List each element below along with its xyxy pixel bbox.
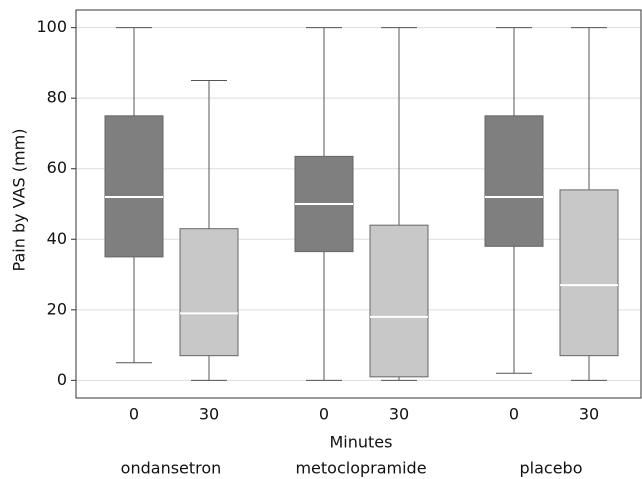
x-tick-label: 0 [319, 405, 329, 424]
box [179, 228, 239, 357]
y-tick-label: 0 [57, 370, 67, 389]
x-tick-label: 0 [509, 405, 519, 424]
group-label: ondansetron [121, 459, 222, 478]
x-tick-label: 0 [129, 405, 139, 424]
y-tick-label: 20 [47, 299, 67, 318]
group-label: placebo [520, 459, 583, 478]
y-tick-label: 100 [36, 17, 67, 36]
x-axis-label: Minutes [330, 433, 393, 452]
x-tick-label: 30 [389, 405, 409, 424]
y-axis-label: Pain by VAS (mm) [10, 129, 29, 272]
y-tick-label: 60 [47, 158, 67, 177]
x-tick-label: 30 [579, 405, 599, 424]
box [369, 224, 429, 378]
x-tick-label: 30 [199, 405, 219, 424]
box [484, 115, 544, 247]
box [559, 189, 619, 357]
box [104, 115, 164, 258]
y-tick-label: 40 [47, 229, 67, 248]
plot-frame [75, 9, 642, 399]
group-label: metoclopramide [295, 459, 426, 478]
y-tick-label: 80 [47, 88, 67, 107]
